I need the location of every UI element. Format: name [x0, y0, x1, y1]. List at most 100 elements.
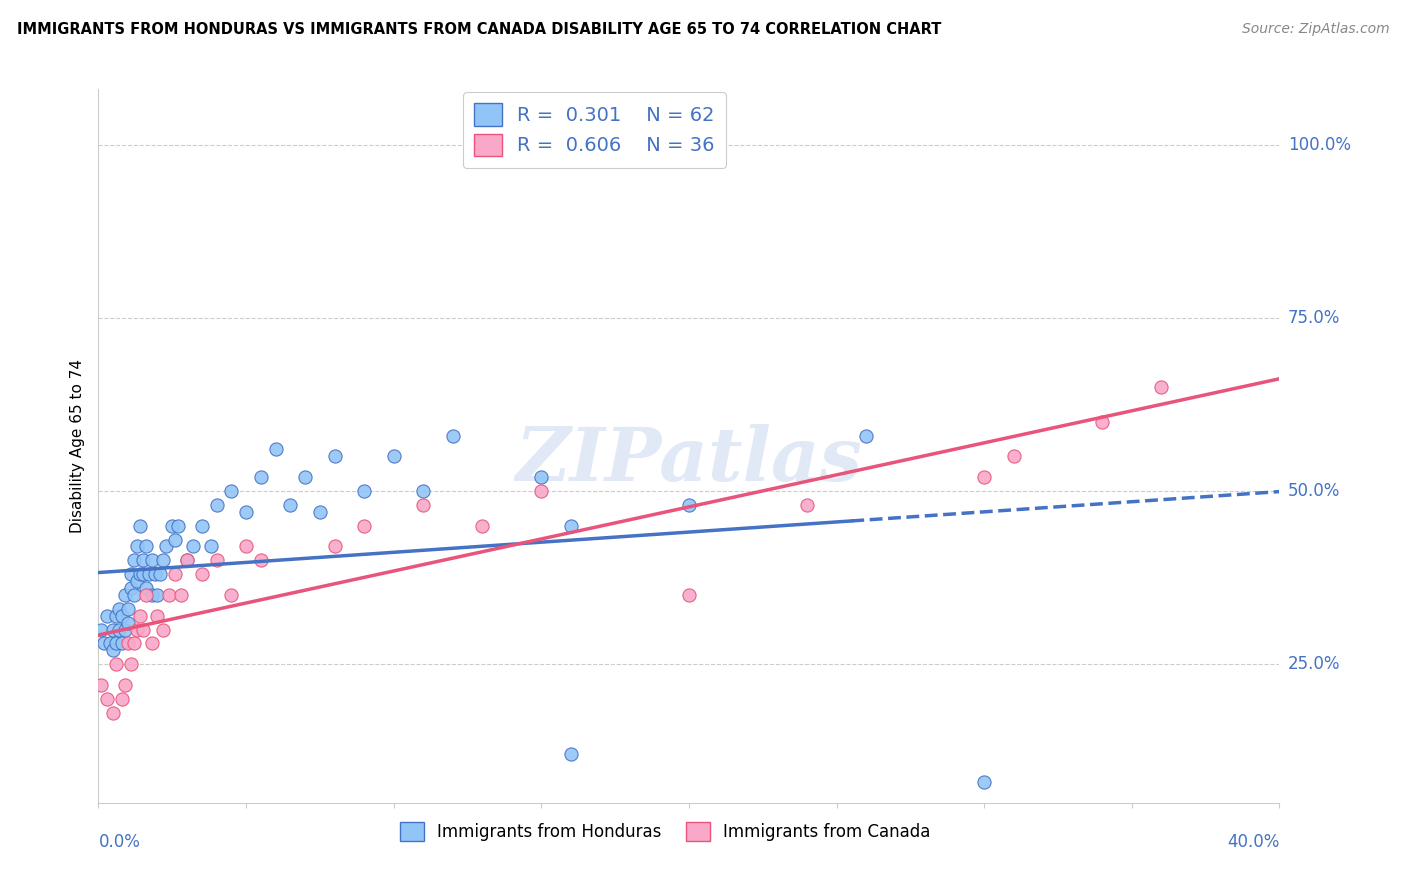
Point	[973, 470, 995, 484]
Point	[105, 657, 128, 672]
Point	[125, 623, 148, 637]
Point	[221, 588, 243, 602]
Point	[412, 483, 434, 498]
Point	[530, 483, 553, 498]
Point	[103, 623, 125, 637]
Text: 0.0%: 0.0%	[98, 833, 141, 851]
Point	[105, 608, 128, 623]
Point	[90, 678, 112, 692]
Point	[103, 706, 125, 720]
Point	[141, 553, 163, 567]
Point	[162, 518, 183, 533]
Text: ZIPatlas: ZIPatlas	[516, 424, 862, 497]
Point	[176, 553, 198, 567]
Text: 75.0%: 75.0%	[1288, 309, 1340, 326]
Point	[149, 567, 172, 582]
Point	[98, 636, 121, 650]
Point	[132, 623, 155, 637]
Point	[152, 623, 174, 637]
Point	[128, 518, 150, 533]
Point	[143, 567, 166, 582]
Point	[117, 602, 139, 616]
Point	[114, 623, 136, 637]
Point	[309, 505, 332, 519]
Point	[108, 602, 131, 616]
Point	[205, 498, 228, 512]
Point	[294, 470, 316, 484]
Point	[560, 747, 582, 762]
Point	[170, 588, 193, 602]
Point	[111, 608, 134, 623]
Point	[122, 588, 145, 602]
Point	[157, 588, 180, 602]
Point	[678, 588, 700, 602]
Point	[264, 442, 287, 457]
Point	[125, 540, 148, 554]
Point	[120, 567, 142, 582]
Point	[1002, 450, 1025, 464]
Point	[122, 553, 145, 567]
Point	[471, 518, 494, 533]
Point	[165, 533, 187, 547]
Point	[111, 636, 134, 650]
Point	[141, 636, 163, 650]
Point	[120, 581, 142, 595]
Point	[560, 518, 582, 533]
Point	[132, 567, 155, 582]
Point	[323, 540, 346, 554]
Text: 25.0%: 25.0%	[1288, 656, 1340, 673]
Text: 50.0%: 50.0%	[1288, 482, 1340, 500]
Point	[382, 450, 405, 464]
Point	[176, 553, 198, 567]
Text: Source: ZipAtlas.com: Source: ZipAtlas.com	[1241, 22, 1389, 37]
Point	[191, 567, 214, 582]
Point	[530, 470, 553, 484]
Point	[250, 470, 273, 484]
Point	[191, 518, 214, 533]
Point	[200, 540, 222, 554]
Point	[353, 518, 375, 533]
Point	[111, 691, 134, 706]
Point	[1091, 415, 1114, 429]
Point	[93, 636, 115, 650]
Point	[796, 498, 818, 512]
Point	[135, 540, 157, 554]
Point	[146, 588, 169, 602]
Point	[165, 567, 187, 582]
Point	[128, 567, 150, 582]
Point	[678, 498, 700, 512]
Text: IMMIGRANTS FROM HONDURAS VS IMMIGRANTS FROM CANADA DISABILITY AGE 65 TO 74 CORRE: IMMIGRANTS FROM HONDURAS VS IMMIGRANTS F…	[17, 22, 941, 37]
Text: 100.0%: 100.0%	[1288, 136, 1351, 153]
Point	[90, 623, 112, 637]
Point	[108, 623, 131, 637]
Point	[135, 588, 157, 602]
Point	[152, 553, 174, 567]
Point	[855, 428, 877, 442]
Point	[114, 678, 136, 692]
Point	[323, 450, 346, 464]
Point	[96, 691, 118, 706]
Point	[353, 483, 375, 498]
Point	[205, 553, 228, 567]
Point	[135, 581, 157, 595]
Point	[122, 636, 145, 650]
Point	[117, 615, 139, 630]
Point	[132, 553, 155, 567]
Point	[181, 540, 204, 554]
Point	[125, 574, 148, 588]
Y-axis label: Disability Age 65 to 74: Disability Age 65 to 74	[69, 359, 84, 533]
Point	[96, 608, 118, 623]
Point	[1150, 380, 1173, 394]
Point	[973, 775, 995, 789]
Point	[441, 428, 464, 442]
Point	[412, 498, 434, 512]
Point	[120, 657, 142, 672]
Point	[141, 588, 163, 602]
Point	[155, 540, 177, 554]
Point	[114, 588, 136, 602]
Legend: Immigrants from Honduras, Immigrants from Canada: Immigrants from Honduras, Immigrants fro…	[394, 815, 936, 848]
Point	[250, 553, 273, 567]
Text: 40.0%: 40.0%	[1227, 833, 1279, 851]
Point	[128, 608, 150, 623]
Point	[280, 498, 302, 512]
